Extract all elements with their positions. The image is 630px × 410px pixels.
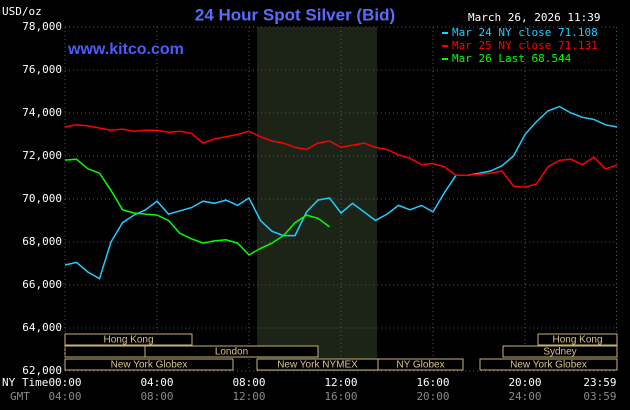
y-tick-label: 64,000 (22, 321, 62, 334)
session-box (537, 333, 618, 346)
y-tick-label: 68,000 (22, 235, 62, 248)
session-box (64, 333, 193, 346)
series-line (64, 158, 330, 256)
gmt-tick-label: 24:00 (508, 390, 541, 403)
x-tick-label: 20:00 (508, 376, 541, 389)
watermark: www.kitco.com (67, 41, 184, 58)
y-axis-label: USD/oz (2, 5, 42, 18)
session-label: NY Globex (396, 360, 444, 371)
chart-title: 24 Hour Spot Silver (Bid) (195, 5, 395, 24)
series-line (64, 124, 618, 188)
x-tick-label: 23:59 (583, 376, 616, 389)
gmt-tick-label: 03:59 (583, 390, 616, 403)
legend-label: Mar 25 NY close 71.131 (452, 39, 598, 52)
session-label: London (215, 347, 248, 358)
y-tick-label: 76,000 (22, 63, 62, 76)
session-label: Sydney (543, 347, 576, 358)
session-box (64, 358, 234, 371)
session-label: New York Globex (111, 360, 188, 371)
session-box (502, 345, 618, 358)
x-tick-label: 08:00 (232, 376, 265, 389)
y-tick-label: 62,000 (22, 364, 62, 377)
gmt-tick-label: 04:00 (48, 390, 81, 403)
y-tick-label: 78,000 (22, 20, 62, 33)
y-tick-label: 70,000 (22, 192, 62, 205)
x-tick-label: 00:00 (48, 376, 81, 389)
session-box (144, 345, 319, 358)
session-box (64, 345, 146, 358)
gmt-label: GMT (10, 390, 30, 403)
gmt-tick-label: 08:00 (140, 390, 173, 403)
timestamp: March 26, 2026 11:39 (468, 11, 600, 24)
session-box (377, 358, 464, 371)
x-tick-label: 12:00 (324, 376, 357, 389)
session-label: Hong Kong (103, 335, 153, 346)
session-label: New York NYMEX (277, 360, 358, 371)
session-box (479, 358, 618, 371)
x-tick-label: 16:00 (416, 376, 449, 389)
y-tick-label: 74,000 (22, 106, 62, 119)
session-label: Hong Kong (552, 335, 602, 346)
gmt-tick-label: 12:00 (232, 390, 265, 403)
y-tick-label: 66,000 (22, 278, 62, 291)
gmt-tick-label: 20:00 (416, 390, 449, 403)
session-label: New York Globex (510, 360, 587, 371)
legend-label: Mar 26 Last 68.544 (452, 52, 572, 65)
x-tick-label: 04:00 (140, 376, 173, 389)
ny-time-label: NY Time (2, 376, 48, 389)
gmt-tick-label: 16:00 (324, 390, 357, 403)
y-tick-label: 72,000 (22, 149, 62, 162)
series-line (64, 105, 618, 280)
legend-label: Mar 24 NY close 71.108 (452, 26, 598, 39)
